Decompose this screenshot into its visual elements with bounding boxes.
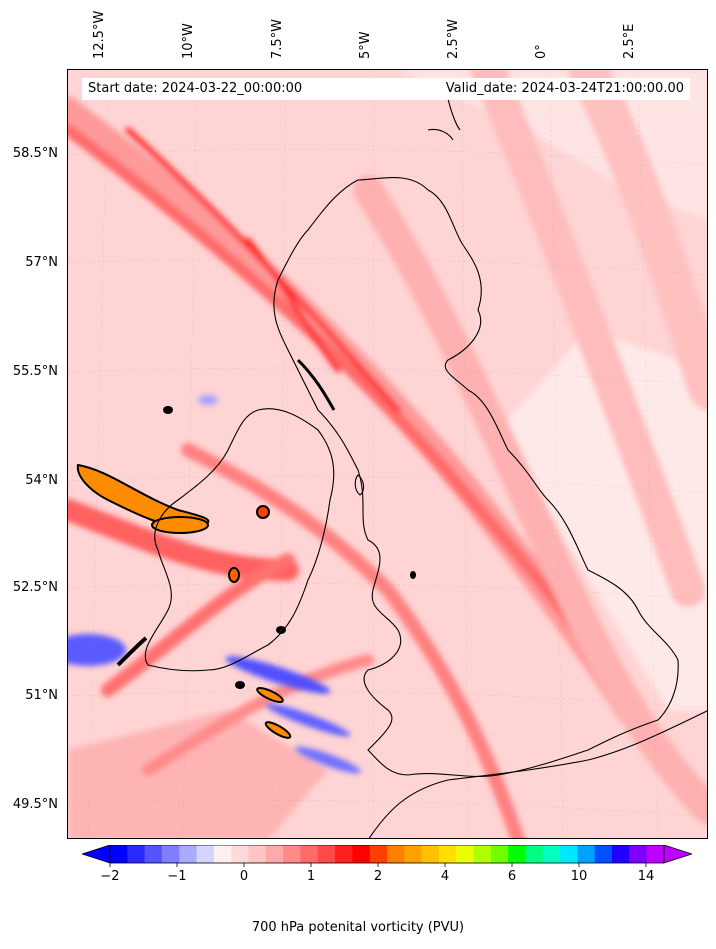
colorbar-extend-low (80, 844, 111, 864)
colorbar-swatch (629, 845, 648, 863)
colorbar-swatch (646, 845, 665, 863)
pv-negative-blob (265, 703, 351, 737)
pv-negative-regions (68, 395, 361, 774)
colorbar-swatch (525, 845, 544, 863)
colorbar-swatch (248, 845, 267, 863)
colorbar-swatch (144, 845, 163, 863)
colorbar-tick-label: 0 (239, 869, 249, 884)
colorbar-tick-label: 2 (373, 869, 383, 884)
pv-high-contour (163, 406, 173, 414)
pv-high-contour (264, 721, 292, 739)
colorbar-tick-label: 4 (440, 869, 450, 884)
colorbar-tick-label: 10 (570, 869, 588, 884)
colorbar-graphic (80, 844, 694, 867)
date-header: Start date: 2024-03-22_00:00:00 Valid_da… (82, 78, 690, 100)
lat-label-57n: 57°N (25, 255, 58, 270)
lat-label-55-5n: 55.5°N (12, 364, 58, 379)
lat-label-49-5n: 49.5°N (12, 797, 58, 812)
colorbar-swatch (560, 845, 578, 863)
colorbar-swatch (161, 845, 180, 863)
colorbar (80, 844, 694, 879)
pv-high-contour (116, 636, 148, 667)
colorbar-swatch (110, 845, 128, 863)
colorbar-swatch (317, 845, 336, 863)
coastlines (144, 89, 707, 838)
colorbar-swatch (265, 845, 284, 863)
colorbar-swatch (231, 845, 249, 863)
coastline-isle-of-man (354, 474, 365, 496)
colorbar-swatch (179, 845, 198, 863)
colorbar-swatch (213, 845, 232, 863)
coastline-ireland (144, 408, 335, 672)
pv-high-region (76, 358, 416, 739)
lon-label-0: 0° (534, 44, 549, 59)
pv-light-region (498, 330, 707, 710)
colorbar-tick-label: −1 (167, 869, 187, 884)
pv-negative-blob (225, 656, 331, 694)
pv-high-contour (235, 681, 245, 689)
pv-negative-blob (68, 634, 126, 666)
colorbar-swatch (490, 845, 509, 863)
colorbar-tick-label: 1 (306, 869, 316, 884)
lon-label-12-5w: 12.5°W (92, 10, 107, 59)
colorbar-swatch (300, 845, 319, 863)
colorbar-swatch (387, 845, 405, 863)
colorbar-swatch (196, 845, 215, 863)
pv-high-contour (228, 567, 240, 583)
colorbar-swatch (612, 845, 630, 863)
pv-high-contour (256, 505, 270, 519)
lat-label-52-5n: 52.5°N (12, 580, 58, 595)
lon-label-10w: 10°W (181, 23, 196, 59)
graticule (68, 70, 707, 838)
colorbar-swatch (577, 845, 596, 863)
colorbar-swatch (508, 845, 526, 863)
colorbar-swatch (352, 845, 371, 863)
lat-label-58-5n: 58.5°N (12, 146, 58, 161)
colorbar-swatch (283, 845, 301, 863)
colorbar-swatch (335, 845, 353, 863)
lon-label-2-5w: 2.5°W (446, 18, 461, 59)
colorbar-label: 700 hPa potenital vorticity (PVU) (251, 920, 465, 935)
colorbar-swatch (369, 845, 388, 863)
colorbar-swatch (456, 845, 475, 863)
colorbar-swatch (473, 845, 492, 863)
lon-label-2-5e: 2.5°E (622, 23, 637, 59)
colorbar-swatch (594, 845, 613, 863)
colorbar-tick-label: 14 (637, 869, 655, 884)
colorbar-ticks: −2 −1 0 1 2 4 6 10 14 (82, 869, 692, 889)
valid-date-label: Valid_date: 2024-03-24T21:00:00.00 (445, 81, 684, 96)
start-date-label: Start date: 2024-03-22_00:00:00 (88, 81, 303, 96)
colorbar-outline (109, 844, 665, 864)
colorbar-tick-label: −2 (100, 869, 120, 884)
colorbar-swatch (438, 845, 457, 863)
lon-label-5w: 5°W (358, 31, 373, 59)
colorbar-swatch (404, 845, 423, 863)
colorbar-extend-high (663, 844, 694, 864)
pv-high-contour (410, 571, 416, 579)
colorbar-swatch (421, 845, 440, 863)
colorbar-swatch (542, 845, 561, 863)
pv-field-map (68, 70, 707, 838)
pv-moderate-region (68, 710, 328, 838)
pv-negative-blob (295, 746, 361, 774)
colorbar-tick-label: 6 (507, 869, 517, 884)
pv-streaks (68, 70, 707, 838)
pv-high-contour (296, 358, 336, 411)
map-panel: Start date: 2024-03-22_00:00:00 Valid_da… (67, 69, 708, 839)
lat-label-54n: 54°N (25, 473, 58, 488)
pv-high-contour (276, 626, 286, 634)
coastline-france (368, 710, 707, 838)
pv-negative-blob (198, 395, 218, 405)
coastline-orkney (427, 128, 454, 141)
lat-label-51n: 51°N (25, 688, 58, 703)
pv-high-contour (151, 516, 209, 534)
lon-label-7-5w: 7.5°W (270, 18, 285, 59)
colorbar-swatch (127, 845, 146, 863)
